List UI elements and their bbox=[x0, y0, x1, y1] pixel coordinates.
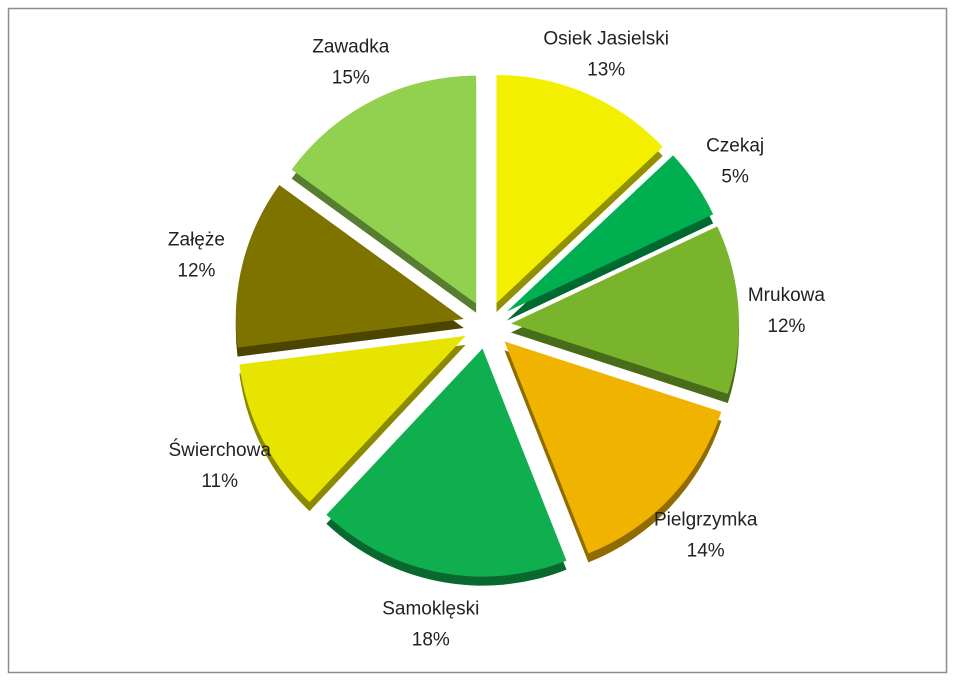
slice bbox=[235, 185, 464, 348]
slice bbox=[496, 74, 663, 303]
slice bbox=[291, 75, 477, 304]
category-label: Samoklęski bbox=[382, 599, 479, 620]
value-label: 5% bbox=[721, 166, 749, 187]
slices bbox=[235, 74, 739, 577]
category-label: Załęże bbox=[168, 229, 225, 250]
category-label: Osiek Jasielski bbox=[543, 29, 669, 50]
slice bbox=[504, 341, 722, 554]
value-label: 18% bbox=[412, 630, 450, 651]
category-label: Mrukowa bbox=[748, 285, 826, 306]
value-label: 11% bbox=[201, 471, 238, 492]
value-label: 13% bbox=[587, 60, 625, 81]
value-label: 12% bbox=[767, 316, 805, 337]
slice bbox=[326, 348, 567, 577]
value-label: 14% bbox=[687, 540, 725, 561]
slice bbox=[239, 335, 466, 503]
category-label: Świerchowa bbox=[168, 439, 271, 461]
category-label: Pielgrzymka bbox=[654, 509, 758, 530]
value-label: 12% bbox=[177, 260, 215, 281]
slice bbox=[510, 226, 739, 394]
category-label: Zawadka bbox=[312, 37, 390, 58]
value-label: 15% bbox=[332, 68, 370, 89]
labels: Osiek Jasielski 13% Czekaj 5% Mrukowa 12% Piel… bbox=[168, 29, 825, 651]
slice bbox=[506, 155, 714, 312]
category-label: Czekaj bbox=[706, 135, 764, 156]
